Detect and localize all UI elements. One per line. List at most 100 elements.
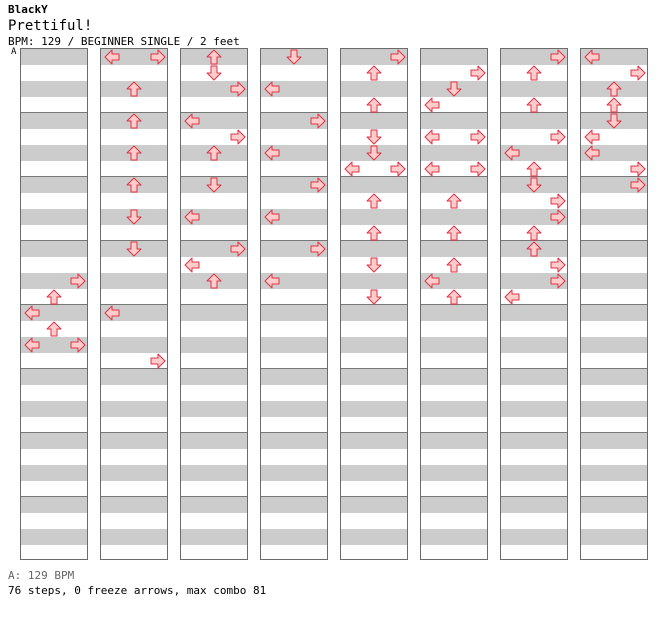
arrow-left-icon bbox=[504, 145, 520, 161]
arrow-left-icon bbox=[584, 129, 600, 145]
arrow-left-icon bbox=[344, 161, 360, 177]
arrow-down-icon bbox=[126, 209, 142, 225]
chart-column-6 bbox=[420, 48, 488, 560]
arrow-right-icon bbox=[230, 81, 246, 97]
arrow-up-icon bbox=[46, 321, 62, 337]
measure-line bbox=[101, 368, 167, 369]
arrow-up-icon bbox=[206, 273, 222, 289]
arrow-down-icon bbox=[526, 177, 542, 193]
measure-line bbox=[181, 112, 247, 113]
measure-line bbox=[261, 240, 327, 241]
chart-column-5 bbox=[340, 48, 408, 560]
arrow-left-icon bbox=[264, 145, 280, 161]
arrow-right-icon bbox=[550, 49, 566, 65]
arrow-up-icon bbox=[126, 81, 142, 97]
measure-line bbox=[421, 496, 487, 497]
arrow-up-icon bbox=[126, 177, 142, 193]
arrow-right-icon bbox=[390, 161, 406, 177]
arrow-up-icon bbox=[126, 113, 142, 129]
measure-line bbox=[261, 432, 327, 433]
arrow-right-icon bbox=[310, 113, 326, 129]
chart-column-3 bbox=[180, 48, 248, 560]
arrow-right-icon bbox=[230, 241, 246, 257]
measure-line bbox=[181, 432, 247, 433]
chart-info: BPM: 129 / BEGINNER SINGLE / 2 feet bbox=[8, 35, 240, 48]
measure-line bbox=[261, 112, 327, 113]
measure-line bbox=[261, 304, 327, 305]
measure-line bbox=[181, 496, 247, 497]
arrow-up-icon bbox=[446, 257, 462, 273]
arrow-up-icon bbox=[126, 145, 142, 161]
measure-line bbox=[421, 112, 487, 113]
step-summary: 76 steps, 0 freeze arrows, max combo 81 bbox=[8, 584, 267, 597]
arrow-left-icon bbox=[264, 81, 280, 97]
measure-line bbox=[101, 112, 167, 113]
measure-line bbox=[181, 304, 247, 305]
arrow-up-icon bbox=[366, 225, 382, 241]
arrow-right-icon bbox=[150, 353, 166, 369]
arrow-right-icon bbox=[70, 273, 86, 289]
measure-line bbox=[421, 432, 487, 433]
measure-line bbox=[21, 112, 87, 113]
arrow-right-icon bbox=[630, 65, 646, 81]
arrow-left-icon bbox=[184, 209, 200, 225]
arrow-up-icon bbox=[526, 161, 542, 177]
arrow-right-icon bbox=[550, 193, 566, 209]
arrow-down-icon bbox=[366, 257, 382, 273]
measure-line bbox=[341, 496, 407, 497]
arrow-up-icon bbox=[446, 193, 462, 209]
measure-line bbox=[581, 240, 647, 241]
measure-line bbox=[181, 240, 247, 241]
chart-column-2 bbox=[100, 48, 168, 560]
arrow-up-icon bbox=[366, 97, 382, 113]
measure-line bbox=[261, 496, 327, 497]
measure-line bbox=[101, 240, 167, 241]
measure-line bbox=[21, 176, 87, 177]
arrow-up-icon bbox=[526, 65, 542, 81]
chart-column-8 bbox=[580, 48, 648, 560]
arrow-left-icon bbox=[104, 49, 120, 65]
measure-line bbox=[341, 176, 407, 177]
artist-name: BlackY bbox=[8, 3, 48, 16]
arrow-up-icon bbox=[526, 241, 542, 257]
arrow-right-icon bbox=[550, 273, 566, 289]
arrow-right-icon bbox=[470, 161, 486, 177]
arrow-up-icon bbox=[606, 81, 622, 97]
measure-line bbox=[581, 176, 647, 177]
arrow-right-icon bbox=[70, 337, 86, 353]
measure-line bbox=[581, 496, 647, 497]
measure-line bbox=[21, 432, 87, 433]
arrow-down-icon bbox=[126, 241, 142, 257]
chart-column-7 bbox=[500, 48, 568, 560]
measure-line bbox=[581, 368, 647, 369]
arrow-left-icon bbox=[264, 209, 280, 225]
arrow-left-icon bbox=[24, 305, 40, 321]
arrow-up-icon bbox=[606, 97, 622, 113]
arrow-down-icon bbox=[206, 65, 222, 81]
arrow-left-icon bbox=[24, 337, 40, 353]
measure-line bbox=[501, 368, 567, 369]
arrow-up-icon bbox=[206, 49, 222, 65]
arrow-left-icon bbox=[584, 49, 600, 65]
measure-line bbox=[341, 368, 407, 369]
arrow-left-icon bbox=[424, 97, 440, 113]
arrow-right-icon bbox=[630, 177, 646, 193]
chart-column-4 bbox=[260, 48, 328, 560]
arrow-left-icon bbox=[424, 273, 440, 289]
arrow-up-icon bbox=[446, 289, 462, 305]
arrow-left-icon bbox=[424, 129, 440, 145]
arrow-up-icon bbox=[366, 65, 382, 81]
bpm-summary: A: 129 BPM bbox=[8, 569, 75, 582]
arrow-up-icon bbox=[366, 193, 382, 209]
measure-line bbox=[101, 432, 167, 433]
measure-line bbox=[101, 176, 167, 177]
measure-line bbox=[21, 368, 87, 369]
arrow-right-icon bbox=[150, 49, 166, 65]
arrow-right-icon bbox=[310, 241, 326, 257]
arrow-right-icon bbox=[230, 129, 246, 145]
arrow-left-icon bbox=[184, 113, 200, 129]
arrow-down-icon bbox=[366, 289, 382, 305]
arrow-right-icon bbox=[550, 209, 566, 225]
measure-line bbox=[261, 368, 327, 369]
arrow-left-icon bbox=[424, 161, 440, 177]
